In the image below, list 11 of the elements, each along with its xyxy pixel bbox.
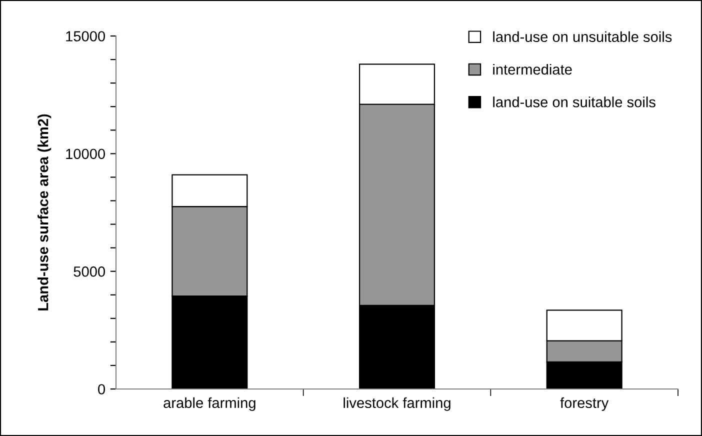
x-tick-label: arable farming (164, 397, 256, 411)
legend-label: intermediate (493, 64, 572, 75)
y-axis-title: Land-use surface area (km2) (38, 114, 52, 310)
x-tick-label: livestock farming (344, 397, 450, 411)
x-tick-label: forestry (560, 397, 609, 411)
y-tick-label: 0 (98, 384, 106, 394)
y-tick-label: 10000 (66, 148, 106, 160)
y-tick-label: 5000 (74, 266, 106, 277)
y-tick-label: 15000 (66, 31, 106, 42)
legend-label: land-use on suitable soils (493, 96, 656, 108)
legend-label: land-use on unsuitable soils (493, 31, 672, 42)
